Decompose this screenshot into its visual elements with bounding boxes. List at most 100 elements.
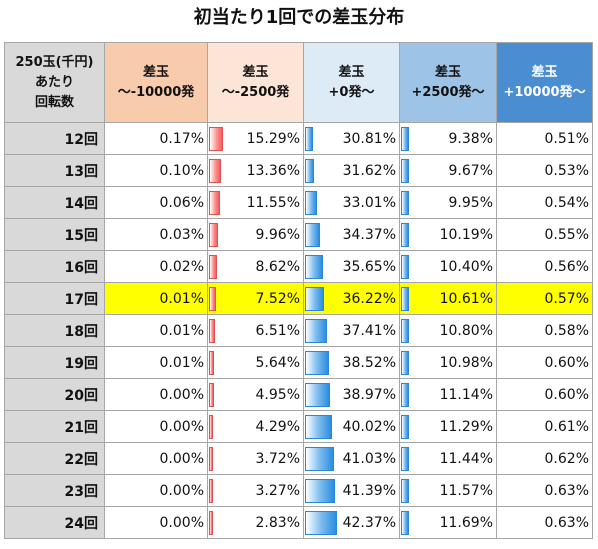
cell-minus10000: 0.00% — [104, 378, 208, 411]
data-bar-blue — [401, 319, 409, 343]
data-bar-blue — [401, 479, 409, 503]
cell-value: 10.80% — [439, 322, 493, 339]
cell-value: 0.56% — [544, 258, 589, 275]
cell-plus2500: 10.61% — [399, 282, 497, 315]
cell-minus10000: 0.06% — [104, 186, 208, 219]
distribution-table: 250玉(千円) あたり 回転数 差玉 ～-10000発 差玉 ～-2500発 … — [4, 42, 593, 539]
cell-minus10000: 0.00% — [104, 442, 208, 475]
cell-value: 0.00% — [159, 386, 204, 403]
cell-value: 11.69% — [439, 514, 493, 531]
cell-value: 0.01% — [159, 290, 204, 307]
data-bar-blue — [401, 223, 409, 247]
data-bar-blue — [305, 159, 314, 183]
cell-minus2500: 3.27% — [207, 474, 304, 507]
data-bar-blue — [401, 351, 409, 375]
table-row: 17回 0.01% 7.52% 36.22% 10.61% 0.57% — [4, 282, 593, 315]
cell-value: 2.83% — [255, 514, 300, 531]
cell-plus10000: 0.60% — [496, 346, 593, 379]
cell-value: 9.38% — [448, 130, 493, 147]
cell-value: 0.06% — [159, 194, 204, 211]
data-bar-red — [209, 447, 213, 471]
column-header-minus10000: 差玉 ～-10000発 — [104, 42, 208, 123]
data-bar-blue — [401, 511, 409, 535]
data-bar-blue — [305, 511, 337, 535]
data-bar-blue — [305, 287, 324, 311]
cell-plus2500: 11.44% — [399, 442, 497, 475]
cell-plus10000: 0.57% — [496, 282, 593, 315]
cell-value: 36.22% — [342, 290, 396, 307]
table-row: 15回 0.03% 9.96% 34.37% 10.19% 0.55% — [4, 218, 593, 251]
cell-value: 11.55% — [246, 194, 300, 211]
row-label: 19回 — [4, 346, 105, 379]
data-bar-blue — [305, 255, 323, 279]
data-bar-red — [209, 383, 214, 407]
page-title: 初当たり1回での差玉分布 — [193, 7, 405, 28]
cell-value: 13.36% — [246, 162, 300, 179]
data-bar-red — [209, 127, 223, 151]
cell-plus0: 40.02% — [303, 410, 400, 443]
cell-plus2500: 10.98% — [399, 346, 497, 379]
cell-value: 11.14% — [439, 386, 493, 403]
cell-minus10000: 0.00% — [104, 474, 208, 507]
cell-value: 0.02% — [159, 258, 204, 275]
row-label: 23回 — [4, 474, 105, 507]
cell-plus2500: 11.14% — [399, 378, 497, 411]
cell-value: 11.44% — [439, 450, 493, 467]
cell-value: 10.98% — [439, 354, 493, 371]
cell-minus2500: 11.55% — [207, 186, 304, 219]
row-label: 20回 — [4, 378, 105, 411]
cell-plus10000: 0.58% — [496, 314, 593, 347]
cell-minus10000: 0.01% — [104, 314, 208, 347]
cell-value: 41.39% — [342, 482, 396, 499]
cell-value: 0.01% — [159, 354, 204, 371]
row-label: 22回 — [4, 442, 105, 475]
cell-minus2500: 8.62% — [207, 250, 304, 283]
cell-value: 10.40% — [439, 258, 493, 275]
row-label: 15回 — [4, 218, 105, 251]
cell-value: 0.00% — [159, 514, 204, 531]
cell-minus2500: 13.36% — [207, 154, 304, 187]
data-bar-blue — [305, 223, 320, 247]
cell-value: 38.52% — [342, 354, 396, 371]
cell-value: 0.61% — [544, 418, 589, 435]
table-row: 23回 0.00% 3.27% 41.39% 11.57% 0.63% — [4, 474, 593, 507]
cell-plus2500: 9.67% — [399, 154, 497, 187]
cell-value: 10.19% — [439, 226, 493, 243]
cell-value: 34.37% — [342, 226, 396, 243]
table-row: 18回 0.01% 6.51% 37.41% 10.80% 0.58% — [4, 314, 593, 347]
cell-plus2500: 10.40% — [399, 250, 497, 283]
cell-value: 9.96% — [255, 226, 300, 243]
data-bar-blue — [305, 447, 334, 471]
data-bar-red — [209, 159, 221, 183]
cell-value: 0.17% — [159, 130, 204, 147]
cell-plus10000: 0.54% — [496, 186, 593, 219]
column-header-plus0: 差玉 +0発～ — [303, 42, 400, 123]
data-bar-blue — [305, 191, 317, 215]
cell-minus10000: 0.10% — [104, 154, 208, 187]
cell-value: 15.29% — [246, 130, 300, 147]
data-bar-red — [209, 511, 213, 535]
cell-plus0: 38.52% — [303, 346, 400, 379]
cell-value: 0.60% — [544, 354, 589, 371]
data-bar-blue — [305, 351, 329, 375]
row-label: 24回 — [4, 506, 105, 539]
column-header-minus2500: 差玉 ～-2500発 — [207, 42, 304, 123]
table-row: 12回 0.17% 15.29% 30.81% 9.38% 0.51% — [4, 122, 593, 155]
cell-value: 4.29% — [255, 418, 300, 435]
table-row: 19回 0.01% 5.64% 38.52% 10.98% 0.60% — [4, 346, 593, 379]
table-row: 16回 0.02% 8.62% 35.65% 10.40% 0.56% — [4, 250, 593, 283]
data-bar-red — [209, 287, 216, 311]
cell-value: 9.95% — [448, 194, 493, 211]
table-row: 24回 0.00% 2.83% 42.37% 11.69% 0.63% — [4, 506, 593, 539]
cell-value: 0.51% — [544, 130, 589, 147]
cell-minus2500: 4.95% — [207, 378, 304, 411]
row-header-label: 250玉(千円) あたり 回転数 — [4, 42, 105, 123]
cell-plus10000: 0.60% — [496, 378, 593, 411]
cell-minus2500: 9.96% — [207, 218, 304, 251]
table-row: 14回 0.06% 11.55% 33.01% 9.95% 0.54% — [4, 186, 593, 219]
cell-value: 31.62% — [342, 162, 396, 179]
column-header-plus10000: 差玉 +10000発～ — [496, 42, 593, 123]
data-bar-red — [209, 319, 215, 343]
cell-value: 0.00% — [159, 482, 204, 499]
cell-value: 42.37% — [342, 514, 396, 531]
